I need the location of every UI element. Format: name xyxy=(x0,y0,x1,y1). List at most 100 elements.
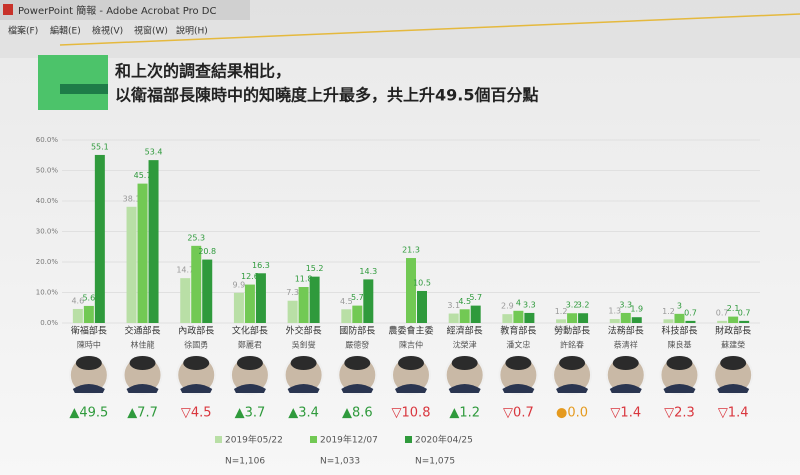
bar xyxy=(148,160,159,323)
person-name: 蔡清祥 xyxy=(614,340,638,350)
bar xyxy=(685,320,696,323)
y-tick-label: 0.0% xyxy=(40,319,58,327)
y-tick-label: 60.0% xyxy=(36,136,59,144)
category-label: 衛福部長 xyxy=(71,325,107,337)
bar xyxy=(363,279,374,323)
change-label: ▲7.7 xyxy=(127,406,158,421)
data-label: 15.2 xyxy=(306,264,324,273)
bar xyxy=(609,319,620,323)
portrait-suit xyxy=(502,384,535,393)
change-label: ▲49.5 xyxy=(69,406,108,421)
category-label: 國防部長 xyxy=(339,325,375,337)
portrait-suit xyxy=(341,384,374,393)
person-name: 嚴德發 xyxy=(345,340,369,350)
y-tick-label: 40.0% xyxy=(36,197,59,205)
change-label: ▲1.2 xyxy=(449,406,480,421)
data-label: 14.3 xyxy=(359,267,377,276)
category-label: 教育部長 xyxy=(500,325,536,337)
data-label: 3.3 xyxy=(523,300,536,309)
y-tick-label: 20.0% xyxy=(36,258,59,266)
data-label: 45.7 xyxy=(134,171,152,180)
category-label: 科技部長 xyxy=(661,325,697,337)
data-label: 4 xyxy=(516,298,521,307)
data-label: 0.7 xyxy=(684,308,697,317)
data-label: 1.2 xyxy=(662,307,675,316)
change-label: ▽4.5 xyxy=(181,406,212,421)
title-decoration-bar xyxy=(60,84,108,94)
data-label: 1.9 xyxy=(630,305,643,314)
portrait-hair xyxy=(290,356,317,370)
bar xyxy=(417,290,427,323)
bar xyxy=(459,309,470,323)
bar xyxy=(502,314,513,323)
y-tick-label: 50.0% xyxy=(36,167,59,175)
bar xyxy=(298,287,309,323)
portrait-hair xyxy=(183,356,210,370)
person-name: 陳良基 xyxy=(667,340,691,350)
data-label: 1.3 xyxy=(608,307,621,316)
bar xyxy=(244,284,255,323)
portrait-hair xyxy=(344,356,371,370)
category-label: 農委會主委 xyxy=(388,325,433,337)
category-label: 文化部長 xyxy=(232,325,268,337)
bar xyxy=(524,312,535,323)
bar xyxy=(406,258,416,323)
portrait-suit xyxy=(663,384,696,393)
plot: 0.0% 10.0% 20.0% 30.0% 40.0% 50.0% 60.0% 4.65.6… xyxy=(36,136,760,467)
bar xyxy=(94,154,105,323)
portrait-hair xyxy=(612,356,639,370)
menu-item[interactable]: 檔案(F) xyxy=(8,25,38,37)
person-name: 陳時中 xyxy=(77,340,101,350)
bar xyxy=(620,312,631,323)
data-label: 10.5 xyxy=(413,278,431,287)
y-tick-label: 30.0% xyxy=(36,228,59,236)
legend-label: 2019年12/07 xyxy=(320,434,378,446)
portrait-hair xyxy=(666,356,693,370)
bar xyxy=(578,313,589,323)
legend-n: N=1,033 xyxy=(320,457,360,467)
change-label: ▲3.4 xyxy=(288,406,319,421)
legend-swatch xyxy=(310,436,317,443)
data-label: 0.7 xyxy=(738,308,751,317)
bar xyxy=(631,317,642,323)
person-name: 沈榮津 xyxy=(453,340,477,350)
data-label: 16.3 xyxy=(252,261,270,270)
portrait-suit xyxy=(233,384,266,393)
person-name: 林佳龍 xyxy=(131,340,155,350)
menu-item[interactable]: 檢視(V) xyxy=(92,25,123,37)
data-label: 7.3 xyxy=(286,288,299,297)
data-label: 2.9 xyxy=(501,302,514,311)
data-label: 1.2 xyxy=(555,307,568,316)
menu-item[interactable]: 視窗(W) xyxy=(134,25,168,37)
bar xyxy=(717,320,728,323)
bar xyxy=(739,320,750,323)
person-name: 潘文忠 xyxy=(506,340,530,350)
menu-item[interactable]: 說明(H) xyxy=(176,25,208,37)
window-title: PowerPoint 簡報 - Adobe Acrobat Pro DC xyxy=(18,4,217,17)
portrait-hair xyxy=(236,356,263,370)
bar xyxy=(191,245,202,323)
bar xyxy=(663,319,674,323)
data-label: 38.1 xyxy=(123,194,141,203)
data-label: 3 xyxy=(677,301,682,310)
data-label: 53.4 xyxy=(145,148,163,157)
y-tick-label: 10.0% xyxy=(36,289,59,297)
data-label: 20.8 xyxy=(198,247,216,256)
bar xyxy=(72,308,83,323)
bar xyxy=(83,305,94,323)
bar xyxy=(126,206,137,323)
bar xyxy=(567,313,578,323)
bar xyxy=(728,316,739,323)
title-bar xyxy=(0,0,250,20)
category-label: 經濟部長 xyxy=(447,325,483,337)
menu-item[interactable]: 編輯(E) xyxy=(50,25,81,37)
data-label: 3.1 xyxy=(447,301,460,310)
legend-label: 2020年04/25 xyxy=(415,434,473,446)
category-label: 法務部長 xyxy=(608,325,644,337)
bar xyxy=(448,313,459,323)
chart-title: 和上次的調查結果相比， xyxy=(115,62,291,81)
chart-title: 以衛福部長陳時中的知曉度上升最多，共上升49.5個百分點 xyxy=(115,86,538,105)
data-label: 5.7 xyxy=(351,293,364,302)
portrait-hair xyxy=(505,356,532,370)
